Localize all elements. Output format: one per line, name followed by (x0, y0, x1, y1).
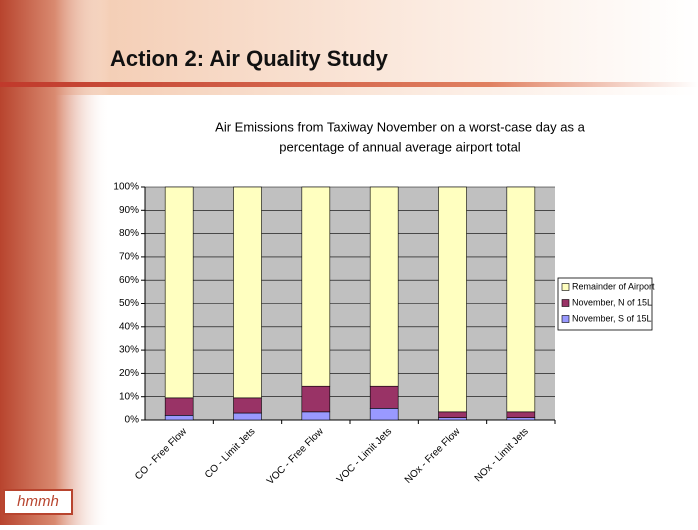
logo: hmmh (17, 493, 59, 510)
bar-segment (438, 411, 467, 418)
bar-segment (164, 186, 194, 399)
bar-segment (506, 411, 536, 418)
bar-segment (164, 397, 194, 416)
bar-segment (233, 397, 262, 414)
chart-title: percentage of annual average airport tot… (279, 139, 521, 154)
slide-title: Action 2: Air Quality Study (110, 46, 389, 71)
header-band (0, 0, 698, 95)
bar-segment (369, 408, 399, 421)
bar-segment (164, 415, 194, 421)
bar-segment (438, 417, 467, 421)
y-tick-label: 40% (119, 321, 139, 332)
y-tick-label: 100% (113, 182, 139, 193)
logo-box (3, 489, 73, 515)
y-tick-label: 0% (125, 415, 140, 426)
bar-segment (233, 412, 262, 421)
bar-segment (506, 417, 536, 421)
y-tick-label: 30% (119, 345, 139, 356)
y-tick-label: 70% (119, 252, 139, 263)
legend-swatch (561, 283, 570, 291)
legend-label: November, N of 15L (572, 297, 652, 307)
bar-segment (369, 186, 399, 387)
bar-segment (301, 411, 331, 421)
bar-segment (369, 385, 399, 409)
legend-box (557, 277, 653, 331)
legend-swatch (561, 315, 570, 323)
bar-segment (301, 186, 331, 387)
legend-label: November, S of 15L (572, 313, 652, 323)
y-tick-label: 20% (119, 368, 139, 379)
y-tick-label: 60% (119, 275, 139, 286)
bar-segment (506, 186, 536, 413)
legend-label: Remainder of Airport (572, 281, 655, 291)
bar-segment (438, 186, 467, 413)
y-tick-label: 80% (119, 228, 139, 239)
y-tick-label: 10% (119, 391, 139, 402)
bar-segment (233, 186, 262, 399)
chart-title: Air Emissions from Taxiway November on a… (215, 119, 585, 134)
side-strip (0, 0, 110, 525)
y-tick-label: 90% (119, 205, 139, 216)
header-rule (0, 82, 698, 87)
y-tick-label: 50% (119, 298, 139, 309)
bar-segment (301, 385, 331, 413)
legend-swatch (561, 299, 570, 307)
